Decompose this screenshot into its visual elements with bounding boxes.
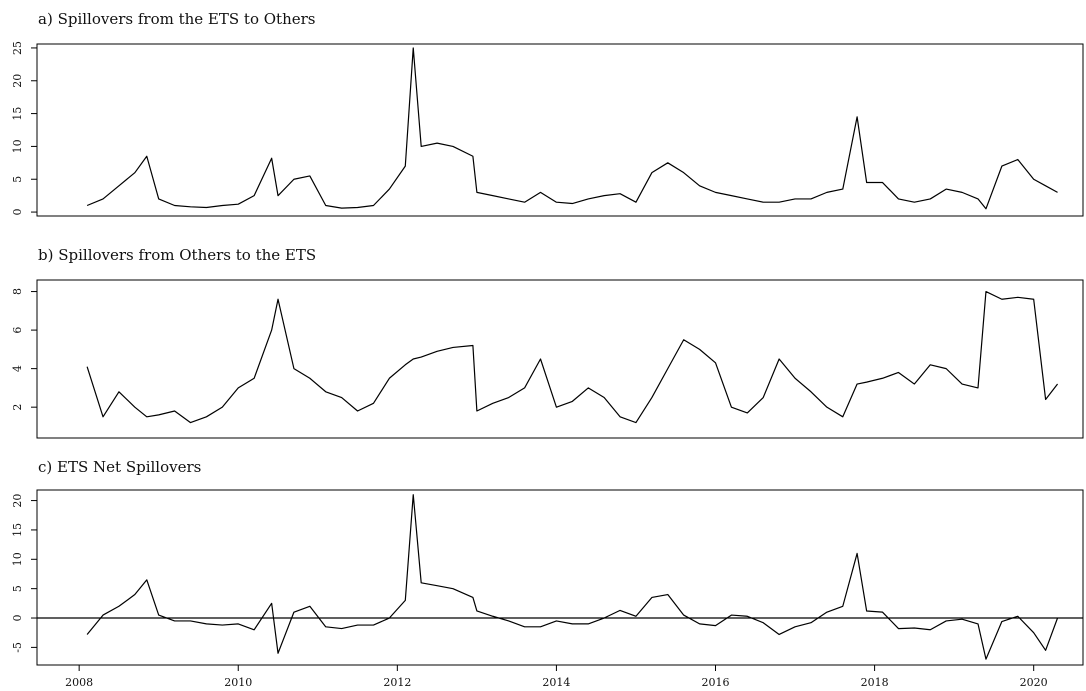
y-tick-label: 5 [11, 176, 24, 183]
series-line [86, 290, 1059, 424]
y-tick-label: 25 [11, 41, 24, 55]
x-tick-label: 2020 [1020, 676, 1048, 689]
panel-title: a) Spillovers from the ETS to Others [38, 10, 316, 28]
y-tick-label: 10 [11, 552, 24, 566]
y-tick-label: 10 [11, 139, 24, 153]
y-tick-label: 5 [11, 585, 24, 592]
plot-frame [36, 489, 1084, 666]
y-tick-label: 0 [11, 615, 24, 622]
y-tick-label: 2 [11, 404, 24, 411]
panel-title: c) ETS Net Spillovers [38, 458, 201, 476]
x-tick-label: 2014 [542, 676, 570, 689]
series-line [86, 494, 1059, 660]
x-tick-label: 2018 [861, 676, 889, 689]
x-tick-label: 2012 [383, 676, 411, 689]
y-tick-label: 15 [11, 523, 24, 537]
y-tick-label: 4 [11, 365, 24, 372]
y-tick-label: 6 [11, 327, 24, 334]
y-tick-label: -5 [11, 642, 24, 653]
y-tick-label: 20 [11, 74, 24, 88]
x-tick-label: 2016 [702, 676, 730, 689]
x-tick-label: 2008 [65, 676, 93, 689]
y-tick-label: 15 [11, 107, 24, 121]
plot-frame [36, 279, 1084, 439]
panel-title: b) Spillovers from Others to the ETS [38, 246, 316, 264]
y-tick-label: 8 [11, 288, 24, 295]
x-tick-label: 2010 [224, 676, 252, 689]
plot-frame [36, 43, 1084, 217]
series-line [86, 47, 1058, 210]
y-tick-label: 0 [11, 209, 24, 216]
y-tick-label: 20 [11, 494, 24, 508]
